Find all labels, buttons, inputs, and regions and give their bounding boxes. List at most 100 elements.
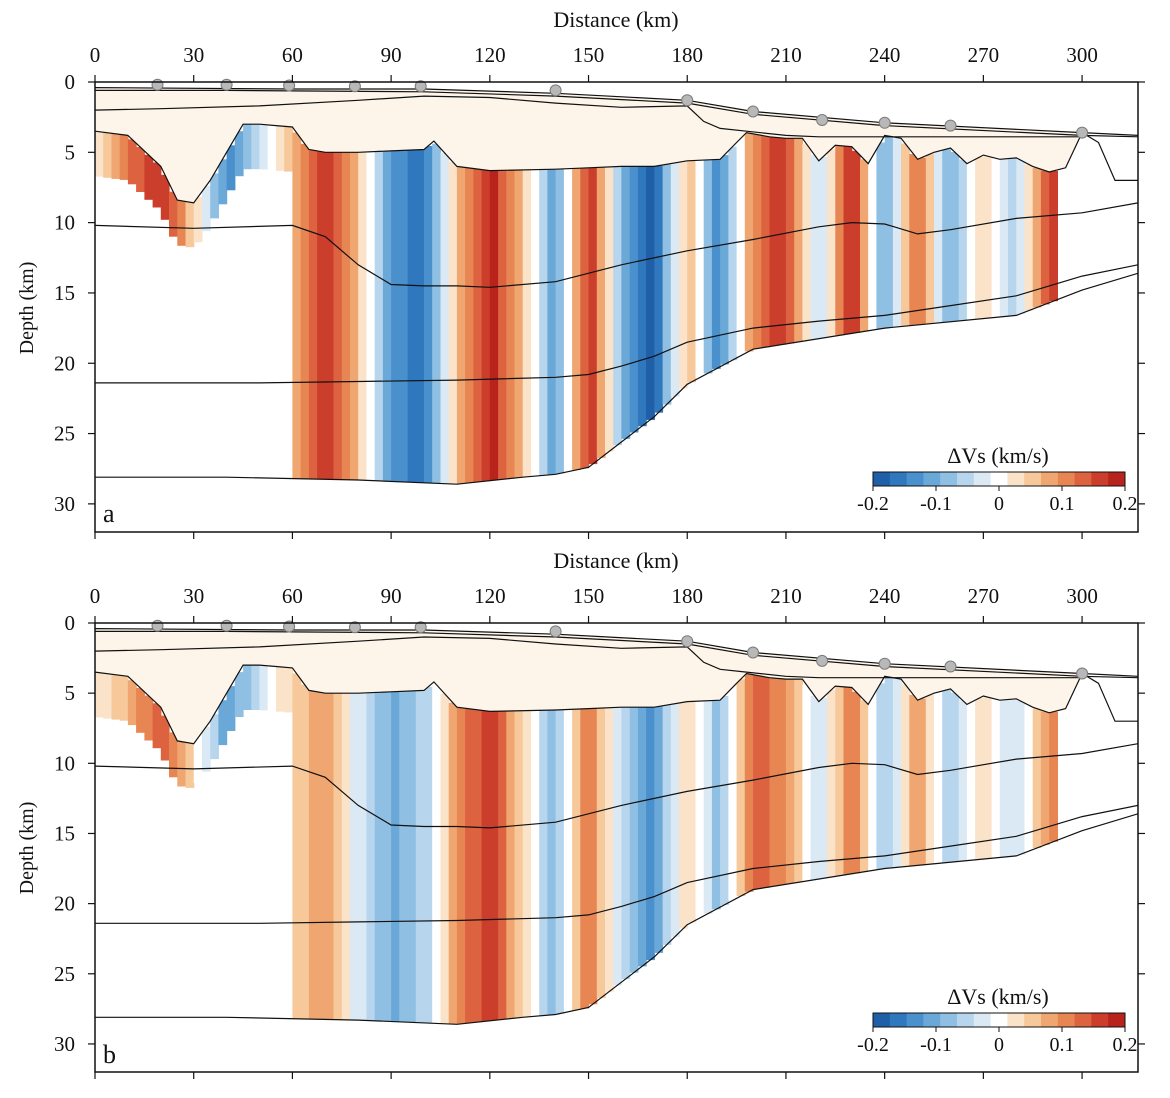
velocity-cell <box>966 161 976 320</box>
x-axis-ticks: 0 30 60 90 120 150 180 210 240 270 300 <box>90 584 1098 1079</box>
velocity-cell <box>292 673 302 1019</box>
colorbar-cell <box>1091 472 1109 486</box>
velocity-cell <box>950 692 960 862</box>
boundary-line <box>95 664 1138 745</box>
velocity-cell <box>646 707 655 961</box>
velocity-cell <box>415 690 425 1023</box>
velocity-cell <box>481 170 491 482</box>
velocity-cell <box>555 169 565 474</box>
colorbar: ΔVs (km/s) -0.2 -0.1 0 0.1 0.2 <box>857 984 1137 1056</box>
x-tick-label: 270 <box>968 43 1000 67</box>
velocity-cell <box>950 152 960 322</box>
velocity-cell <box>835 145 845 336</box>
velocity-cell <box>95 131 104 177</box>
y-tick-label: 10 <box>54 751 75 775</box>
velocity-cell <box>1024 705 1034 852</box>
velocity-cell <box>703 159 713 374</box>
velocity-cell <box>596 167 606 458</box>
velocity-cell <box>621 166 631 439</box>
velocity-cell <box>169 732 178 778</box>
velocity-cell <box>563 709 573 1012</box>
velocity-cell <box>111 674 121 720</box>
boundary-line <box>95 743 1138 829</box>
station-marker <box>878 116 891 129</box>
boundary-line <box>95 123 1138 204</box>
y-tick-label: 25 <box>54 422 75 446</box>
velocity-cell <box>531 169 540 477</box>
velocity-cell <box>391 150 400 482</box>
velocity-cell <box>350 693 359 1020</box>
x-tick-label: 150 <box>573 584 605 608</box>
velocity-cell <box>909 694 919 866</box>
plot-frame <box>94 81 1139 533</box>
colorbar-cell <box>1057 1013 1076 1027</box>
y-tick-label: 0 <box>65 70 76 94</box>
plot-frame <box>94 622 1139 1073</box>
velocity-cell <box>629 166 639 433</box>
x-axis-title: Distance (km) <box>553 548 678 573</box>
velocity-cell <box>440 152 450 484</box>
velocity-cell <box>119 675 129 721</box>
colorbar-cell <box>957 472 975 486</box>
velocity-cell <box>687 160 696 383</box>
velocity-cell <box>317 692 326 1020</box>
velocity-cell <box>1032 167 1042 308</box>
y-axis-ticks: 0 5 10 15 20 25 30 <box>54 70 1145 516</box>
velocity-cell <box>892 137 902 327</box>
y-tick-label: 15 <box>54 821 75 845</box>
velocity-cell <box>736 679 746 897</box>
velocity-cell <box>934 692 943 864</box>
x-tick-label: 0 <box>90 584 101 608</box>
velocity-cell <box>1040 711 1050 845</box>
velocity-cell <box>218 700 228 746</box>
colorbar-tick-label: 0 <box>994 493 1004 515</box>
colorbar-tick-label: -0.2 <box>857 493 889 515</box>
station-marker <box>151 619 164 632</box>
velocity-cell <box>473 709 483 1023</box>
colorbar-cell <box>1108 472 1126 486</box>
station-marker <box>1076 126 1089 139</box>
velocity-cell <box>325 693 335 1020</box>
station-marker <box>220 78 233 91</box>
station-marker <box>348 80 361 93</box>
boundary-line <box>95 272 1138 485</box>
velocity-cell <box>325 152 335 480</box>
velocity-cell <box>144 154 154 200</box>
velocity-cell <box>391 691 400 1022</box>
velocity-cell <box>498 711 507 1020</box>
velocity-cell <box>736 138 746 356</box>
velocity-cell <box>769 678 779 887</box>
velocity-cell <box>522 710 532 1017</box>
velocity-cell <box>777 137 787 345</box>
colorbar-tick-label: 0.2 <box>1113 493 1138 515</box>
velocity-cell <box>958 159 968 321</box>
station-marker <box>348 621 361 634</box>
velocity-cell <box>374 692 384 1021</box>
velocity-cell <box>785 679 795 884</box>
velocity-cell <box>794 679 803 883</box>
velocity-bands <box>95 124 1058 485</box>
velocity-cell <box>646 166 655 420</box>
colorbar-cell <box>906 472 924 486</box>
velocity-cell <box>958 700 968 861</box>
colorbar-cell <box>990 472 1008 486</box>
velocity-cell <box>1040 170 1050 305</box>
colorbar-cell <box>990 1013 1008 1027</box>
velocity-cell <box>292 132 302 479</box>
x-tick-label: 270 <box>968 584 1000 608</box>
colorbar-cell <box>973 472 992 486</box>
colorbar-cell <box>957 1013 975 1027</box>
velocity-cell <box>703 700 713 914</box>
velocity-cell <box>711 159 721 369</box>
velocity-cell <box>835 686 845 876</box>
colorbar-cell <box>1057 472 1076 486</box>
velocity-cell <box>613 166 622 446</box>
velocity-cell <box>201 726 211 772</box>
colorbar-title: ΔVs (km/s) <box>947 984 1049 1009</box>
velocity-cell <box>728 146 738 361</box>
velocity-cell <box>827 149 836 337</box>
sediment-layer <box>95 628 1083 744</box>
velocity-cell <box>539 710 548 1016</box>
velocity-cell <box>341 693 351 1020</box>
colorbar-cell <box>906 1013 924 1027</box>
